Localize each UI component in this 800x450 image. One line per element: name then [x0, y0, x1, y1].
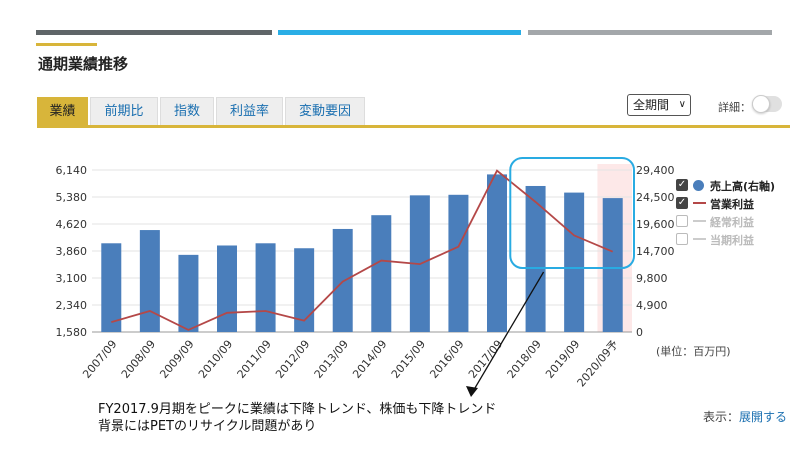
left-tick-label: 3,860	[56, 245, 88, 258]
detail-label: 詳細：	[718, 101, 751, 114]
right-tick-label: 14,700	[636, 245, 675, 258]
checkbox-icon[interactable]: ✓	[676, 197, 688, 209]
x-tick-label: 2011/09	[235, 338, 274, 381]
toggle-knob	[752, 95, 770, 113]
unit-label: (単位：百万円)	[656, 345, 731, 358]
title-accent-bar	[36, 43, 97, 46]
legend-label: 経常利益	[710, 216, 754, 229]
legend-label: 売上高(右軸)	[710, 180, 776, 193]
period-select[interactable]: 全期間 ∨	[627, 94, 691, 116]
right-tick-label: 24,500	[636, 191, 675, 204]
legend-label: 営業利益	[710, 198, 754, 211]
x-tick-label: 2013/09	[312, 338, 351, 381]
right-tick-label: 9,800	[636, 272, 668, 285]
bar-sales	[487, 174, 507, 332]
checkbox-icon[interactable]	[676, 233, 688, 245]
tab-bar: 業績 前期比 指数 利益率 変動要因	[37, 97, 365, 125]
x-tick-label: 2015/09	[389, 338, 428, 381]
bar-sales	[217, 245, 237, 332]
x-tick-label: 2019/09	[543, 338, 582, 381]
page-title: 通期業績推移	[38, 55, 129, 73]
right-tick-label: 4,900	[636, 299, 668, 312]
legend-dot-icon	[693, 180, 704, 191]
line-operating-profit	[111, 169, 614, 331]
legend-label: 当期利益	[710, 234, 754, 247]
top-bar-segment-3	[528, 30, 772, 35]
x-tick-label: 2008/09	[119, 338, 158, 381]
chevron-down-icon: ∨	[678, 99, 686, 110]
x-tick-label: 2012/09	[273, 338, 312, 381]
x-tick-label: 2016/09	[427, 338, 466, 381]
bar-sales	[525, 185, 546, 332]
tab-performance[interactable]: 業績	[37, 97, 88, 125]
top-bar-segment-2	[278, 30, 521, 35]
annotation-arrow-head	[466, 386, 478, 397]
bar-sales	[101, 243, 122, 332]
bar-sales	[602, 198, 623, 332]
tab-factors[interactable]: 変動要因	[285, 97, 365, 125]
bar-sales	[139, 230, 160, 332]
checkbox-icon[interactable]	[676, 215, 688, 227]
bar-sales	[178, 254, 199, 332]
annotation-line-1: FY2017.9月期をピークに業績は下降トレンド、株価も下降トレンド	[98, 402, 497, 417]
bar-sales	[294, 248, 315, 332]
bar-sales	[371, 215, 392, 332]
top-bar-segment-1	[36, 30, 272, 35]
period-select-value: 全期間	[633, 98, 670, 112]
left-tick-label: 6,140	[56, 164, 88, 177]
annotation-text: FY2017.9月期をピークに業績は下降トレンド、株価も下降トレンド 背景にはP…	[98, 401, 496, 435]
right-tick-label: 19,600	[636, 218, 675, 231]
left-tick-label: 4,620	[56, 218, 88, 231]
tab-underline	[37, 125, 790, 128]
x-tick-label: 2007/09	[80, 338, 119, 381]
legend-line-icon	[693, 238, 706, 240]
x-tick-label: 2014/09	[350, 338, 389, 381]
checkbox-icon[interactable]: ✓	[676, 179, 688, 191]
display-control: 表示：展開する	[703, 408, 787, 425]
annotation-line-2: 背景にはPETのリサイクル問題があり	[98, 419, 317, 434]
left-tick-label: 5,380	[56, 191, 88, 204]
right-tick-label: 0	[636, 326, 643, 339]
legend-line-icon	[693, 202, 706, 204]
x-tick-label: 2017/09	[466, 338, 505, 381]
x-tick-label: 2010/09	[196, 338, 235, 381]
tab-yoy[interactable]: 前期比	[90, 97, 158, 125]
left-tick-label: 3,100	[56, 272, 88, 285]
legend-line-icon	[693, 220, 706, 222]
expand-link[interactable]: 展開する	[739, 410, 788, 424]
x-tick-label: 2009/09	[157, 338, 196, 381]
annotation-arrow-line	[471, 271, 545, 394]
left-tick-label: 2,340	[56, 299, 88, 312]
x-tick-label: 2018/09	[505, 338, 544, 381]
bar-sales	[448, 194, 469, 332]
left-tick-label: 1,580	[56, 326, 88, 339]
tab-margin[interactable]: 利益率	[216, 97, 283, 125]
right-tick-label: 29,400	[636, 164, 675, 177]
bar-sales	[255, 243, 276, 332]
tab-index[interactable]: 指数	[160, 97, 214, 125]
highlight-box	[509, 157, 635, 269]
detail-toggle[interactable]	[752, 95, 782, 113]
bar-sales	[332, 228, 353, 332]
display-label: 表示：	[703, 410, 740, 424]
bar-sales	[564, 192, 585, 332]
